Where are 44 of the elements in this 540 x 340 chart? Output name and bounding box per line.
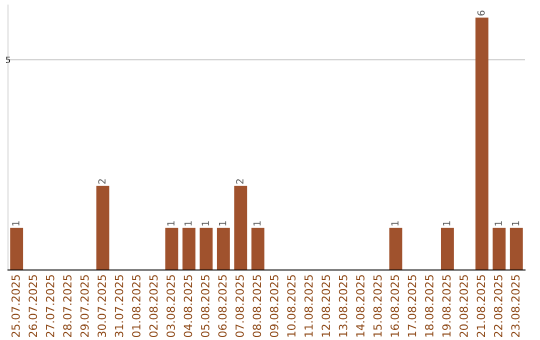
x-tick-label: 16.08.2025: [390, 275, 399, 337]
x-tick-label: 06.08.2025: [218, 275, 227, 338]
data-label: 1: [253, 221, 261, 226]
x-tick-label: 03.08.2025: [166, 275, 175, 338]
data-label: 1: [443, 221, 450, 226]
x-tick-label: 01.08.2025: [132, 275, 140, 338]
x-tick-label: 31.07.2025: [114, 275, 124, 337]
x-tick-label: 17.08.2025: [408, 275, 416, 337]
x-tick-label: 10.08.2025: [287, 275, 296, 337]
x-tick-label: 15.08.2025: [373, 275, 382, 337]
x-tick-label: 29.07.2025: [80, 275, 89, 337]
x-tick-label: 21.08.2025: [476, 275, 486, 337]
data-label: 2: [98, 179, 106, 184]
data-label: 1: [391, 221, 398, 226]
data-label: 2: [236, 179, 244, 184]
data-label: 1: [219, 221, 226, 226]
data-label: 1: [202, 221, 209, 226]
x-tick-label: 25.07.2025: [11, 275, 20, 337]
x-tick-label: 22.08.2025: [494, 275, 502, 337]
x-tick-label: 05.08.2025: [201, 275, 210, 338]
x-tick-label: 19.08.2025: [442, 275, 451, 337]
x-tick-label: 26.07.2025: [28, 275, 38, 337]
x-tick-label: 30.07.2025: [98, 275, 106, 337]
x-tick-label: 08.08.2025: [252, 275, 262, 338]
y-tick-label: 5: [6, 56, 10, 63]
x-tick-label: 13.08.2025: [338, 275, 348, 337]
x-tick-label: 02.08.2025: [149, 275, 158, 338]
x-tick-label: 20.08.2025: [460, 275, 468, 337]
x-tick-label: 09.08.2025: [270, 275, 278, 338]
x-tick-label: 11.08.2025: [304, 275, 313, 337]
x-tick-label: 07.08.2025: [235, 275, 244, 338]
data-label: 1: [167, 221, 174, 226]
x-tick-label: 28.07.2025: [63, 275, 72, 337]
x-tick-label: 27.07.2025: [46, 275, 54, 337]
x-tick-label: 23.08.2025: [511, 275, 520, 337]
x-tick-label: 18.08.2025: [425, 275, 434, 337]
data-label: 1: [494, 221, 502, 226]
data-label: 1: [12, 221, 20, 226]
x-tick-label: 14.08.2025: [356, 275, 365, 337]
data-label: 6: [477, 10, 485, 16]
data-label: 1: [512, 221, 520, 226]
x-tick-label: 04.08.2025: [184, 275, 192, 338]
x-tick-label: 12.08.2025: [322, 275, 330, 337]
data-label: 1: [184, 221, 192, 226]
